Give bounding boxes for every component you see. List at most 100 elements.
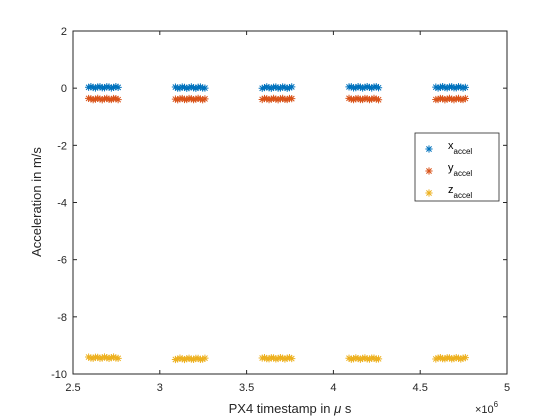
- data-point: [171, 95, 180, 103]
- data-point: [269, 94, 278, 102]
- data-marks: [85, 82, 469, 364]
- data-point: [87, 83, 95, 91]
- legend-entry-label: zaccel: [448, 184, 472, 200]
- data-point: [192, 84, 200, 92]
- data-point: [445, 354, 454, 362]
- data-point: [103, 94, 111, 102]
- data-point: [176, 354, 184, 362]
- data-point: [189, 84, 198, 92]
- legend-marker: [425, 145, 433, 153]
- data-point: [258, 84, 266, 92]
- data-point: [283, 354, 291, 362]
- data-point: [91, 95, 100, 103]
- data-point: [192, 95, 200, 103]
- data-point: [279, 94, 287, 102]
- data-point: [439, 83, 447, 91]
- data-point: [260, 83, 269, 92]
- data-point: [281, 83, 289, 91]
- data-point: [114, 354, 122, 362]
- data-point: [174, 355, 182, 363]
- y-tick-label: -2: [57, 140, 67, 152]
- data-point: [176, 84, 184, 92]
- x-tick-label: 4.5: [413, 382, 428, 394]
- data-point: [194, 354, 202, 362]
- data-point: [281, 355, 289, 363]
- x-tick-label: 3: [157, 382, 163, 394]
- data-point: [288, 354, 296, 363]
- x-tick-label: 2.5: [65, 382, 80, 394]
- data-point: [114, 96, 122, 104]
- data-point: [105, 83, 113, 91]
- data-point: [98, 96, 106, 104]
- data-point: [461, 94, 469, 103]
- y-axis-label: Acceleration in m/s: [29, 147, 44, 257]
- data-point: [178, 355, 186, 363]
- data-point: [263, 83, 271, 91]
- data-point: [98, 354, 106, 362]
- data-point: [454, 354, 463, 362]
- series-y-accel: [85, 94, 469, 104]
- data-point: [370, 94, 378, 102]
- data-point: [96, 83, 104, 91]
- data-point: [100, 353, 109, 361]
- data-point: [450, 354, 458, 363]
- data-point: [363, 82, 371, 91]
- data-point: [114, 83, 122, 91]
- data-point: [372, 95, 380, 103]
- data-point: [112, 82, 120, 91]
- data-point: [432, 355, 440, 363]
- data-point: [450, 96, 458, 104]
- data-point: [461, 83, 469, 91]
- data-point: [105, 354, 113, 363]
- data-point: [265, 96, 273, 104]
- data-point: [363, 95, 371, 103]
- data-point: [356, 83, 364, 91]
- data-point: [288, 83, 296, 91]
- data-point: [85, 83, 93, 91]
- data-point: [272, 95, 280, 103]
- data-point: [448, 83, 456, 91]
- legend-entry-label: yaccel: [448, 162, 472, 178]
- data-point: [91, 84, 100, 92]
- data-point: [345, 94, 353, 102]
- data-point: [194, 94, 202, 102]
- y-tick-label: 0: [61, 83, 67, 95]
- data-point: [436, 83, 444, 91]
- data-point: [457, 83, 465, 91]
- data-point: [267, 95, 275, 103]
- data-point: [174, 96, 182, 104]
- data-point: [107, 95, 115, 104]
- data-point: [85, 353, 93, 361]
- data-point: [178, 94, 186, 103]
- data-point: [452, 84, 460, 92]
- data-point: [199, 96, 207, 104]
- series-z-accel: [85, 353, 469, 364]
- data-point: [349, 355, 358, 363]
- data-point: [183, 84, 191, 92]
- data-point: [374, 96, 383, 104]
- data-point: [445, 94, 454, 102]
- data-point: [185, 354, 193, 362]
- data-point: [365, 83, 374, 92]
- data-point: [372, 83, 380, 91]
- data-point: [283, 95, 291, 104]
- data-point: [87, 95, 95, 103]
- data-point: [365, 355, 374, 363]
- data-point: [183, 355, 191, 363]
- data-point: [196, 83, 204, 91]
- data-point: [454, 94, 463, 102]
- y-tick-label: -8: [57, 312, 67, 324]
- data-point: [457, 355, 465, 363]
- data-point: [185, 84, 193, 92]
- data-point: [199, 355, 207, 363]
- data-point: [359, 95, 367, 104]
- data-point: [274, 354, 282, 363]
- x-tick-label: 5: [504, 382, 510, 394]
- x-tick-label: 4: [330, 382, 336, 394]
- data-point: [432, 83, 440, 91]
- data-point: [180, 83, 189, 91]
- data-point: [349, 96, 358, 104]
- data-point: [452, 353, 460, 362]
- data-point: [374, 355, 383, 363]
